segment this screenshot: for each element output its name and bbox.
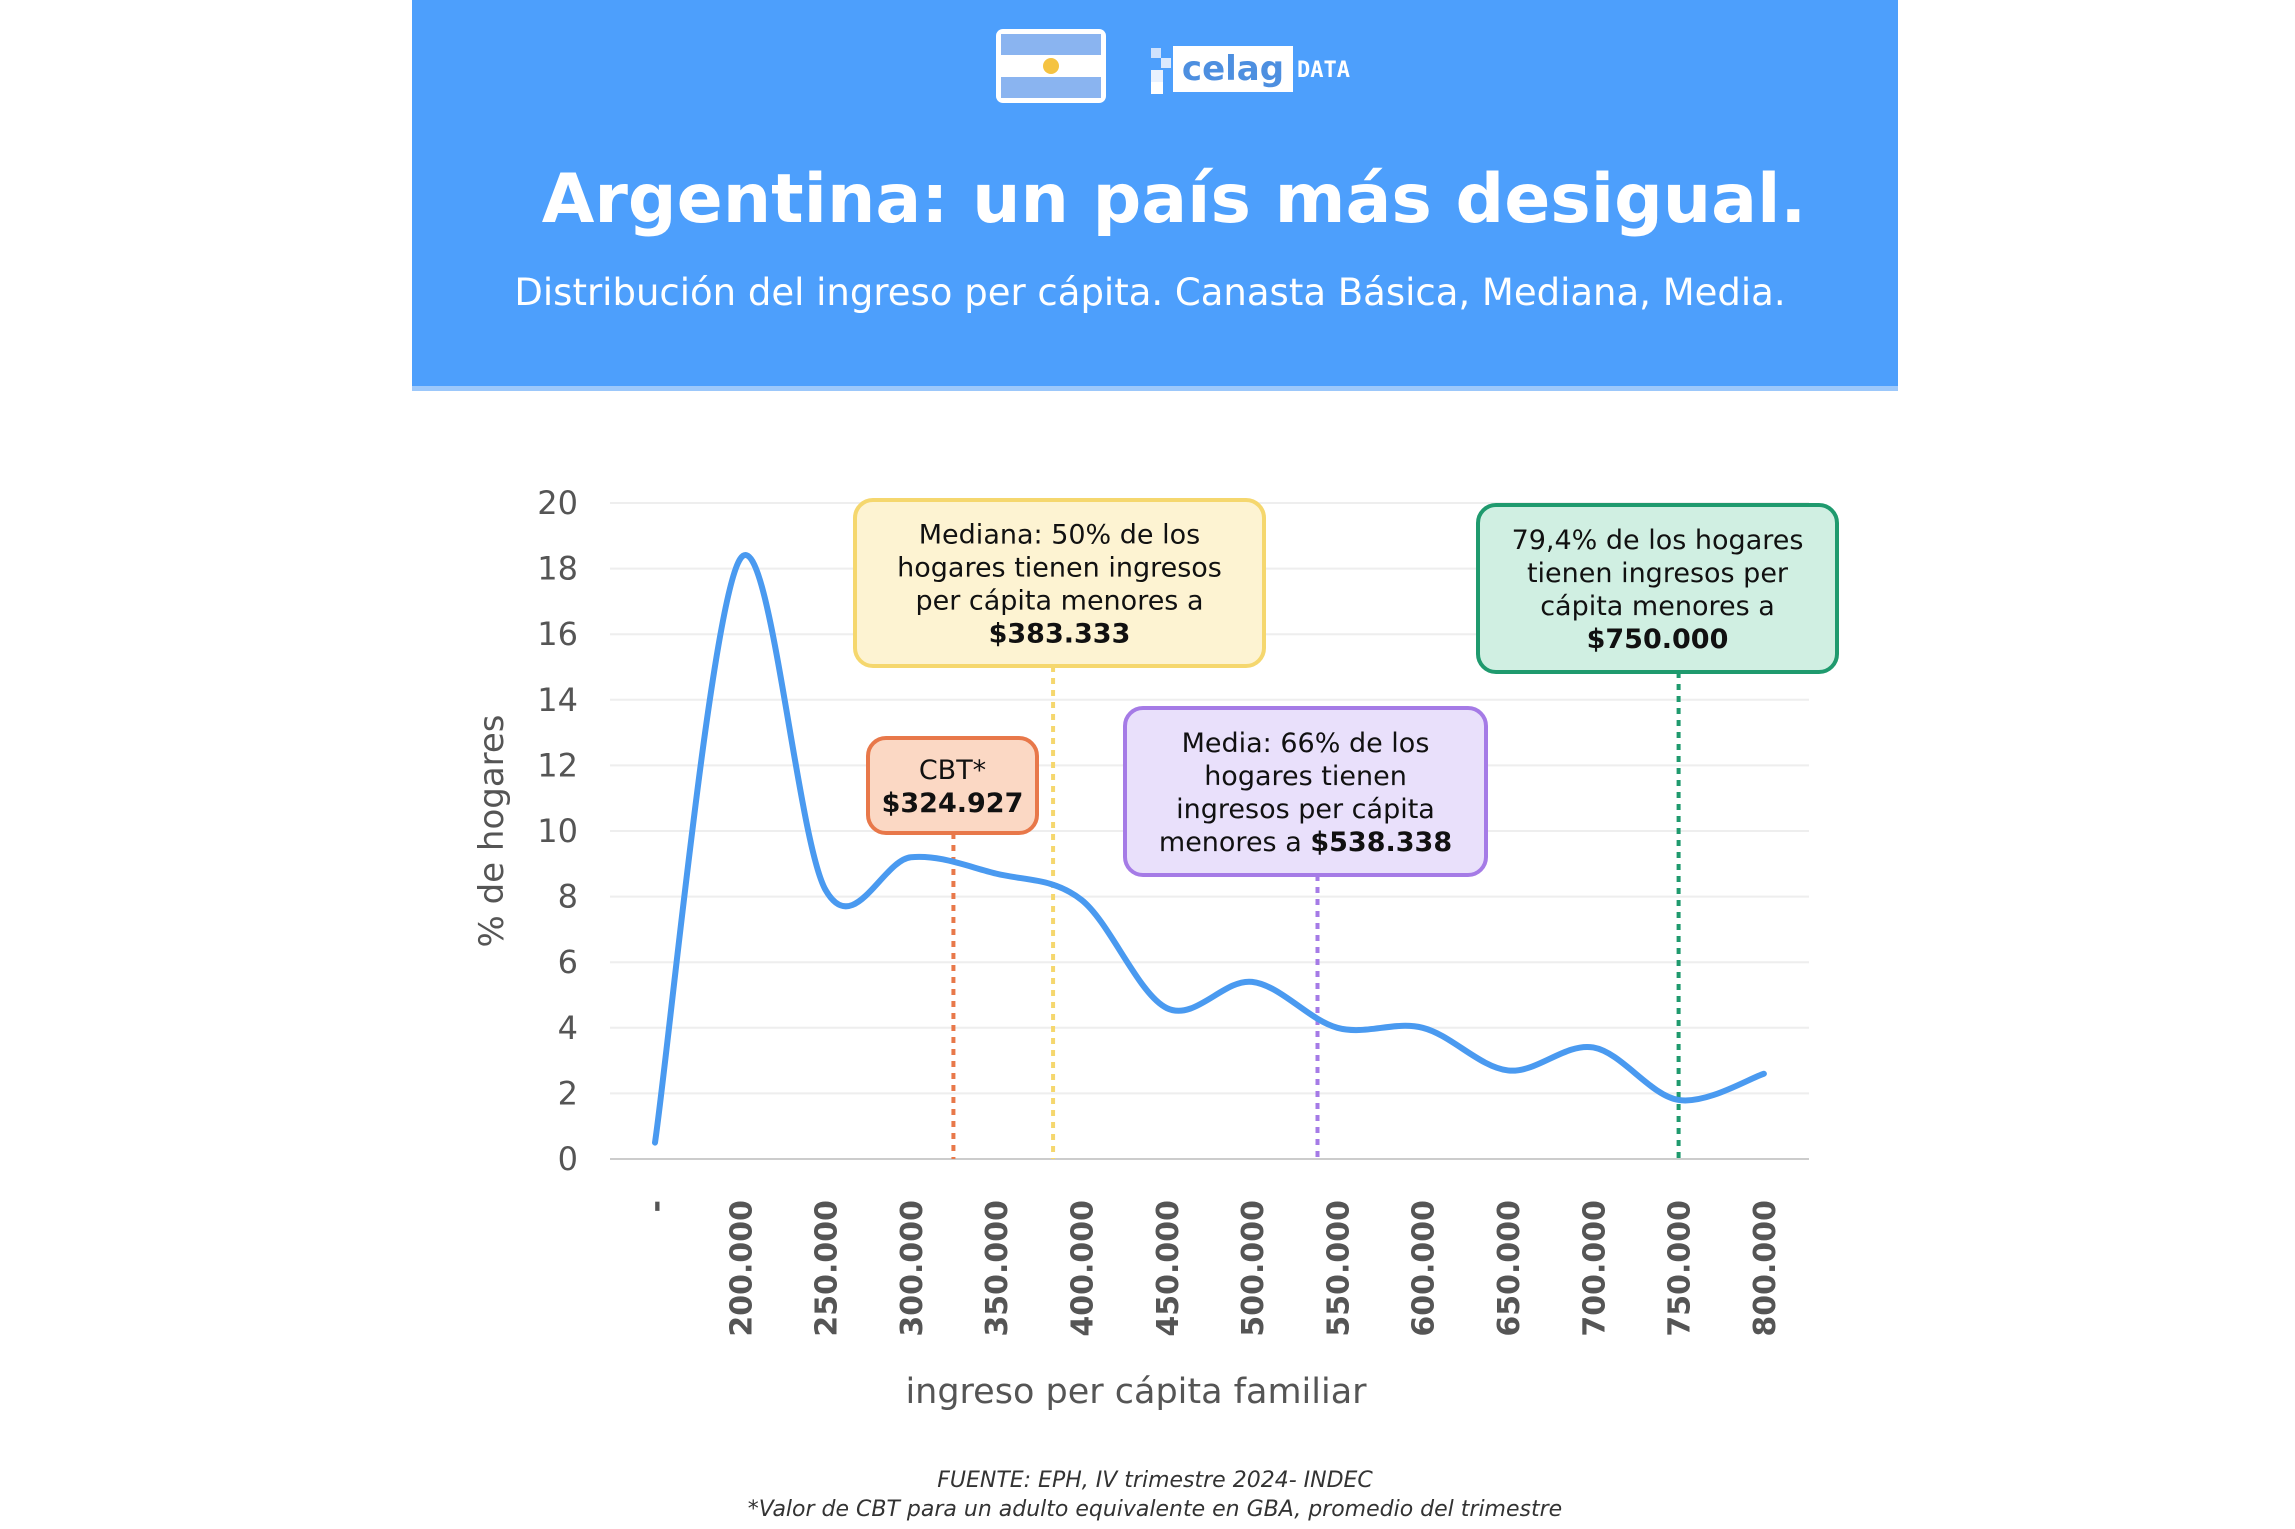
- celag-logo: celag DATA: [1151, 46, 1350, 94]
- y-tick-label: 0: [558, 1140, 578, 1178]
- logo-text: celag: [1182, 49, 1284, 89]
- footer-note: *Valor de CBT para un adulto equivalente…: [748, 1497, 1562, 1522]
- argentina-flag-icon: [996, 29, 1106, 103]
- media-box: [1123, 706, 1488, 877]
- x-axis-ticks: - 200.000 250.000 300.000 350.000 400.000 450.…: [639, 1200, 1783, 1337]
- y-tick-label: 12: [537, 746, 578, 784]
- annotation-text: cápita menores a: [1540, 591, 1775, 622]
- annotation-value: $324.927: [882, 788, 1024, 819]
- annotation-text: ingresos per cápita: [1176, 794, 1435, 825]
- cbt-annotation: CBT*$324.927: [866, 736, 1039, 835]
- y-tick-label: 16: [537, 615, 578, 653]
- y-axis-label: % de hogares: [472, 714, 512, 947]
- annotation-text: Media: 66% de los: [1182, 728, 1430, 759]
- annotation-value: $750.000: [1587, 624, 1729, 655]
- y-tick-label: 14: [537, 681, 578, 719]
- page-subtitle: Distribución del ingreso per cápita. Can…: [514, 271, 1785, 314]
- footer-source: FUENTE: EPH, IV trimestre 2024- INDEC: [937, 1468, 1373, 1493]
- x-tick-label: -: [639, 1200, 674, 1212]
- annotation-bold-value: $538.338: [1310, 827, 1452, 858]
- annotation-value: $383.333: [989, 619, 1131, 650]
- x-tick-label: 250.000: [810, 1200, 845, 1337]
- y-tick-label: 8: [558, 878, 578, 916]
- x-tick-label: 350.000: [980, 1200, 1015, 1337]
- annotation-value: menores a $538.338: [1159, 827, 1452, 858]
- x-tick-label: 800.000: [1748, 1200, 1783, 1337]
- x-tick-label: 200.000: [724, 1200, 759, 1337]
- x-tick-label: 300.000: [895, 1200, 930, 1337]
- annotation-bold-value: $750.000: [1587, 624, 1729, 655]
- mediana-box: [853, 498, 1266, 668]
- annotation-prefix: menores a: [1159, 827, 1310, 858]
- x-tick-label: 700.000: [1577, 1200, 1612, 1337]
- annotation-bold-value: $324.927: [882, 788, 1024, 819]
- y-tick-label: 6: [558, 943, 578, 981]
- x-tick-label: 550.000: [1321, 1200, 1356, 1337]
- y-axis-ticks: 0 2 4 6 8 10 12 14 16 18 20: [537, 484, 578, 1178]
- annotation-text: hogares tienen: [1204, 761, 1407, 792]
- annotation-text: hogares tienen ingresos: [897, 553, 1222, 584]
- x-tick-label: 600.000: [1407, 1200, 1442, 1337]
- header-background: [412, 0, 1898, 390]
- x-tick-label: 650.000: [1492, 1200, 1527, 1337]
- annotation-text: 79,4% de los hogares: [1512, 525, 1804, 556]
- x-tick-label: 500.000: [1236, 1200, 1271, 1337]
- distribution-line: [652, 552, 1767, 1146]
- p794-box: [1476, 503, 1839, 674]
- header-border: [412, 386, 1898, 391]
- x-tick-label: 400.000: [1066, 1200, 1101, 1337]
- y-tick-label: 4: [558, 1009, 578, 1047]
- x-axis-label: ingreso per cápita familiar: [905, 1372, 1367, 1412]
- annotation-text: CBT*: [919, 755, 986, 786]
- y-tick-label: 18: [537, 550, 578, 588]
- cbt-box: [866, 736, 1039, 835]
- y-tick-label: 20: [537, 484, 578, 522]
- annotation-text: tienen ingresos per: [1527, 558, 1789, 589]
- annotation-lines: [951, 666, 1681, 1159]
- logo-suffix: DATA: [1297, 58, 1350, 83]
- annotation-text: Mediana: 50% de los: [919, 520, 1200, 551]
- annotation-text: per cápita menores a: [915, 586, 1203, 617]
- header: celag DATA Argentina: un país más desigu…: [412, 0, 1898, 391]
- y-tick-label: 2: [558, 1074, 578, 1112]
- annotation-bold-value: $383.333: [989, 619, 1131, 650]
- y-tick-label: 10: [537, 812, 578, 850]
- page-title: Argentina: un país más desigual.: [542, 160, 1806, 239]
- x-tick-label: 750.000: [1663, 1200, 1698, 1337]
- x-tick-label: 450.000: [1151, 1200, 1186, 1337]
